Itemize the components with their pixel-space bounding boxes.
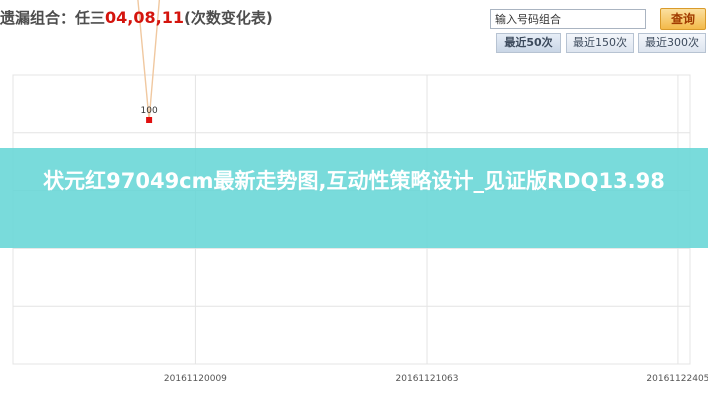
title-numbers: 04,08,11: [105, 8, 184, 27]
page-title: 遗漏组合：任三04,08,11(次数变化表): [0, 7, 273, 28]
banner-text: 状元红97049cm最新走势图,互动性策略设计_见证版RDQ13.98: [43, 169, 665, 193]
x-tick-label: 20161121063: [396, 374, 459, 384]
range-last-150-button[interactable]: 最近150次: [566, 33, 634, 53]
x-tick-label: 20161122405: [646, 374, 708, 384]
title-suffix: (次数变化表): [183, 9, 273, 27]
number-combo-input[interactable]: [490, 9, 646, 29]
overlay-banner: 状元红97049cm最新走势图,互动性策略设计_见证版RDQ13.98: [0, 148, 708, 248]
data-point: [146, 117, 153, 123]
title-prefix: 遗漏组合：任三: [0, 9, 106, 27]
range-last-50-button[interactable]: 最近50次: [496, 33, 561, 53]
query-button[interactable]: 查询: [660, 8, 706, 30]
data-label: 100: [141, 106, 158, 116]
x-tick-label: 20161120009: [164, 374, 227, 384]
range-last-300-button[interactable]: 最近300次: [638, 33, 706, 53]
